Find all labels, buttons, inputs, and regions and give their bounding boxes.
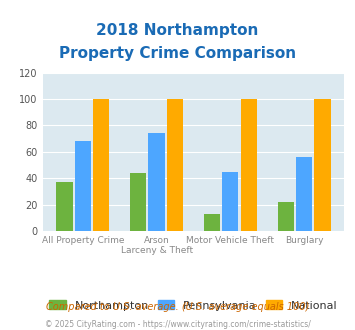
Bar xyxy=(296,157,312,231)
Bar xyxy=(315,99,331,231)
Bar xyxy=(167,99,183,231)
Bar xyxy=(93,99,109,231)
Bar xyxy=(56,182,72,231)
Bar xyxy=(278,202,294,231)
Text: 2018 Northampton: 2018 Northampton xyxy=(96,23,259,38)
Text: Property Crime Comparison: Property Crime Comparison xyxy=(59,46,296,61)
Bar xyxy=(75,141,91,231)
Bar xyxy=(222,172,239,231)
Text: Compared to U.S. average. (U.S. average equals 100): Compared to U.S. average. (U.S. average … xyxy=(46,302,309,312)
Legend: Northampton, Pennsylvania, National: Northampton, Pennsylvania, National xyxy=(46,297,341,314)
Bar xyxy=(241,99,257,231)
Text: © 2025 CityRating.com - https://www.cityrating.com/crime-statistics/: © 2025 CityRating.com - https://www.city… xyxy=(45,320,310,329)
Bar xyxy=(148,133,165,231)
Bar xyxy=(130,173,146,231)
Bar xyxy=(204,214,220,231)
